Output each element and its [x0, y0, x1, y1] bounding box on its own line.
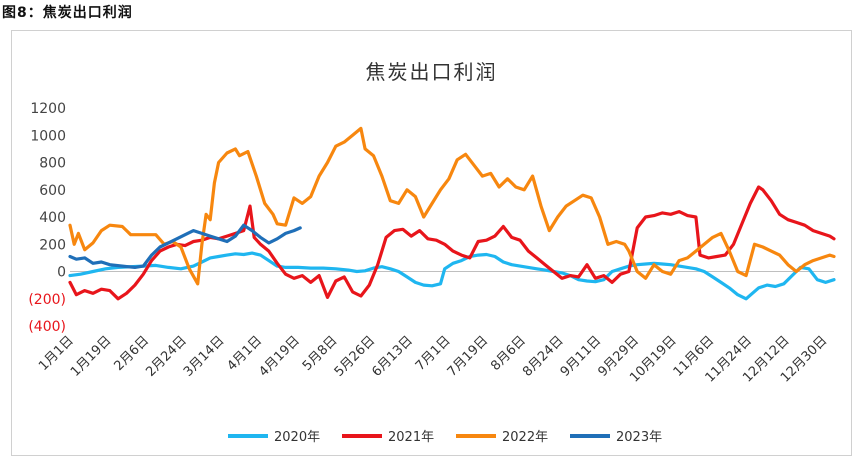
figure-caption: 图8：焦炭出口利润: [2, 5, 133, 21]
chart-svg: 120010008006004002000(200)(400)1月1日1月19日…: [28, 101, 836, 445]
y-tick-label: 600: [39, 183, 66, 199]
series-line-2020: [68, 251, 836, 301]
legend-label-2021: 2021年: [388, 430, 434, 445]
legend-label-2023: 2023年: [616, 430, 662, 445]
x-tick-label: 5月26日: [332, 333, 379, 380]
series-line-2021: [68, 185, 836, 301]
x-tick-label: 6月13日: [369, 333, 416, 380]
x-tick-label: 2月24日: [143, 333, 190, 380]
y-tick-label: (400): [28, 319, 66, 335]
legend-label-2020: 2020年: [274, 430, 320, 445]
x-tick-label: 3月14日: [181, 333, 228, 380]
series-line-2022: [68, 126, 836, 286]
x-tick-label: 7月19日: [445, 333, 492, 380]
x-tick-label: 1月19日: [68, 333, 115, 380]
y-tick-label: 1000: [30, 128, 66, 144]
chart-frame: 焦炭出口利润 1200 1000 800 600 400 200 0 (200) (400) 1月…: [11, 30, 852, 456]
legend-label-2022: 2022年: [502, 430, 548, 445]
x-tick-label: 4月19日: [256, 333, 303, 380]
y-tick-label: 1200: [30, 101, 66, 117]
y-tick-label: 800: [39, 156, 66, 172]
y-tick-label: 200: [39, 237, 66, 253]
x-tick-label: 8月24日: [520, 333, 567, 380]
y-tick-label: 400: [39, 210, 66, 226]
chart-title: 焦炭出口利润: [365, 60, 498, 84]
x-tick-label: 9月11日: [558, 333, 605, 380]
y-tick-label: (200): [28, 292, 66, 308]
series-line-2023: [68, 223, 302, 269]
y-tick-label: 0: [57, 265, 66, 281]
